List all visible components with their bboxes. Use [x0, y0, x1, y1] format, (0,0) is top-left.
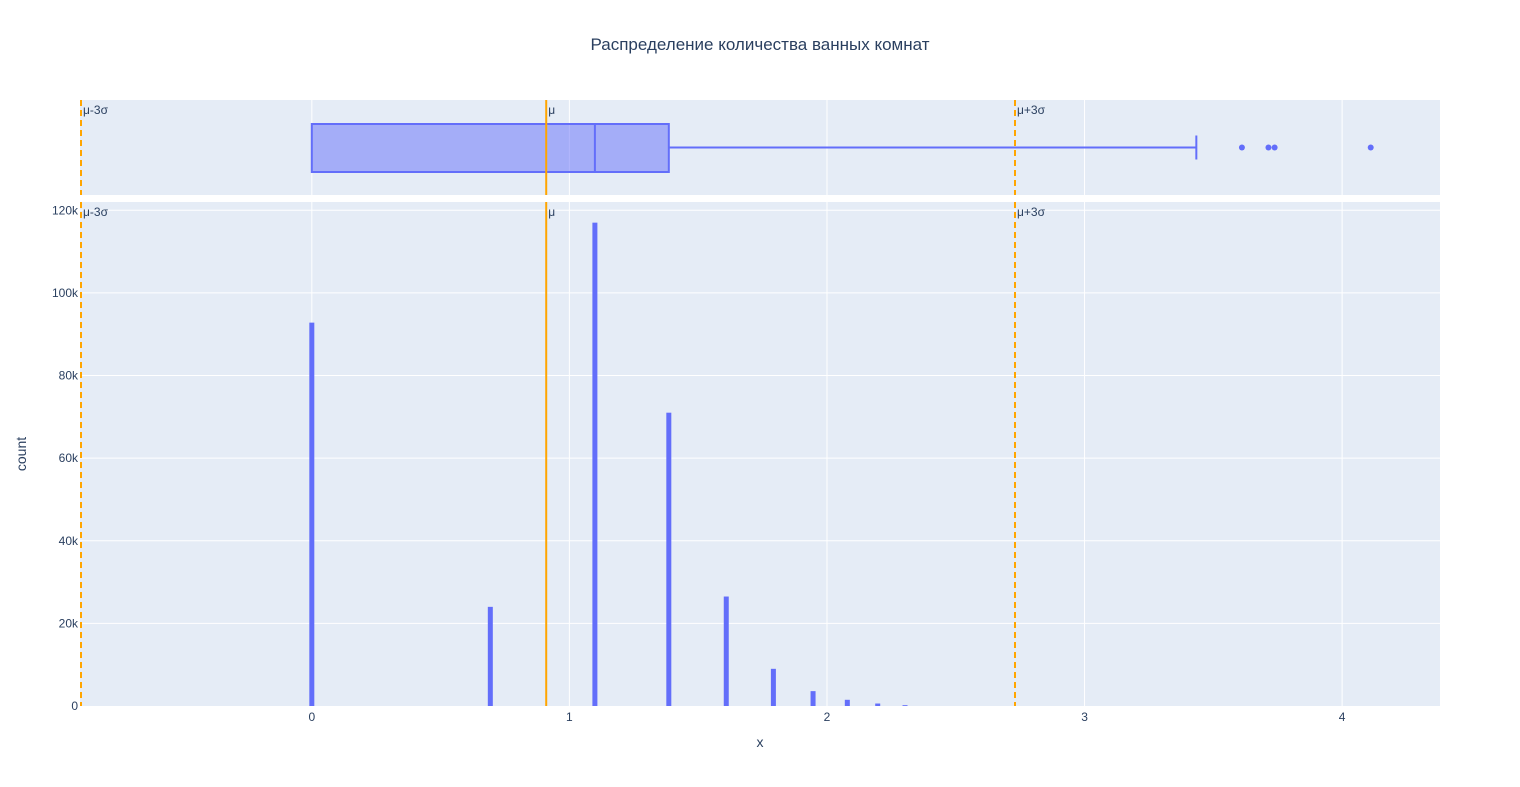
y-axis-title: count	[13, 437, 29, 471]
histogram-bar	[902, 705, 908, 706]
histogram-bars	[309, 222, 908, 706]
reference-line-label: μ-3σ	[83, 103, 109, 117]
y-tick-label: 0	[71, 699, 78, 713]
y-tick-label: 60k	[59, 451, 79, 465]
histogram-bar	[666, 412, 672, 706]
box-outlier-point	[1265, 144, 1272, 151]
histogram-bar	[723, 596, 729, 706]
reference-line-label: μ	[548, 103, 555, 117]
x-tick-label: 0	[308, 710, 315, 724]
box-reference-lines: μ-3σ μ μ+3σ	[80, 100, 1046, 195]
box-outlier-point	[1271, 144, 1278, 151]
box-iqr	[310, 123, 670, 173]
y-tick-label: 120k	[52, 203, 79, 217]
y-tick-label: 80k	[59, 369, 79, 383]
box-outlier-point	[1367, 144, 1374, 151]
histogram-reference-lines: μ-3σ μ μ+3σ	[80, 202, 1046, 706]
histogram-grid	[80, 202, 1440, 706]
x-tick-label: 3	[1081, 710, 1088, 724]
reference-line-label: μ	[548, 205, 555, 219]
histogram-bar	[770, 668, 776, 706]
y-tick-label: 20k	[59, 616, 79, 630]
histogram-bar	[810, 691, 816, 706]
x-tick-label: 2	[824, 710, 831, 724]
x-axis-title: x	[757, 734, 764, 750]
x-tick-labels: 0 1 2 3 4	[308, 710, 1345, 724]
x-tick-label: 4	[1339, 710, 1346, 724]
x-tick-label: 1	[566, 710, 573, 724]
reference-line-label: μ+3σ	[1017, 205, 1046, 219]
y-tick-label: 40k	[59, 534, 79, 548]
histogram-bar	[844, 699, 850, 706]
y-tick-labels: 0 20k 40k 60k 80k 100k 120k	[52, 203, 79, 713]
histogram-bar	[875, 703, 881, 706]
reference-line-label: μ+3σ	[1017, 103, 1046, 117]
y-tick-label: 100k	[52, 286, 79, 300]
chart-title: Распределение количества ванных комнат	[591, 35, 930, 54]
histogram-bar	[487, 606, 493, 706]
box-plot	[310, 123, 1374, 173]
histogram-plot-area	[80, 202, 1440, 706]
reference-line-label: μ-3σ	[83, 205, 109, 219]
histogram-bar	[592, 222, 598, 706]
histogram-bar	[309, 322, 315, 706]
box-outlier-point	[1238, 144, 1245, 151]
